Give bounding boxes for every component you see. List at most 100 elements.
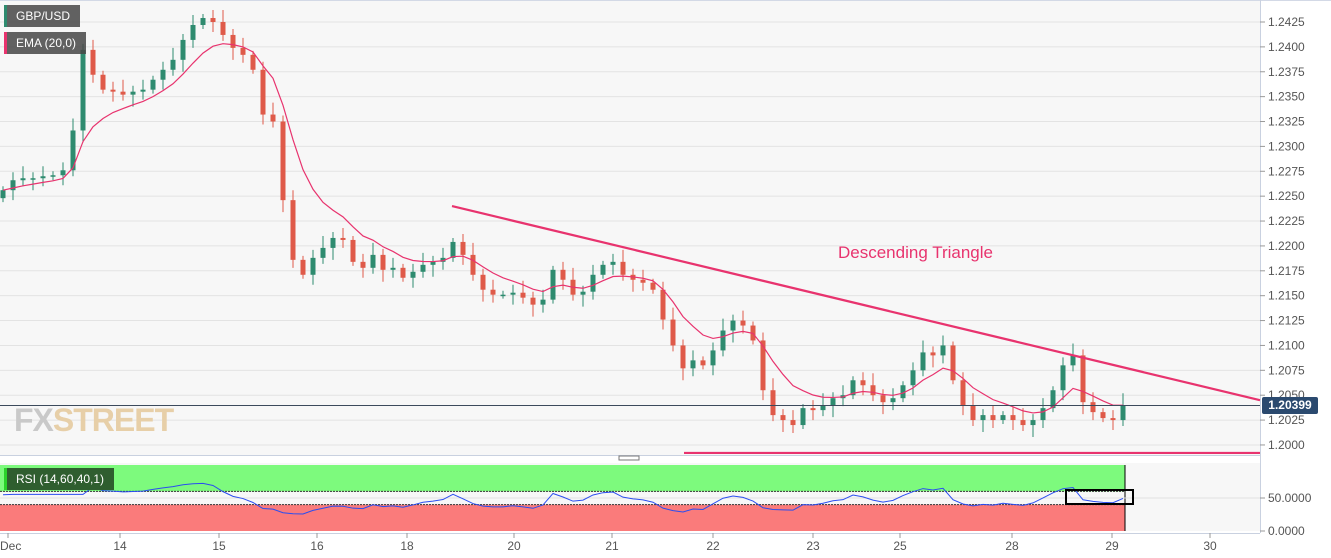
- rsi-line: [2, 482, 1124, 515]
- candle-body: [500, 294, 506, 297]
- candle-body: [480, 274, 486, 290]
- candle-body: [250, 54, 256, 70]
- candle-body: [1060, 365, 1066, 391]
- candle-body: [20, 178, 26, 181]
- rsi-tick-label: 50.0000: [1268, 491, 1312, 505]
- y-tick-label: 1.2150: [1268, 289, 1305, 303]
- candle-body: [360, 261, 366, 268]
- candle-body: [1000, 415, 1006, 421]
- x-tick-label: 15: [212, 539, 226, 553]
- candle-body: [130, 91, 136, 95]
- candle-body: [140, 89, 146, 92]
- candle-body: [540, 299, 546, 305]
- candle-body: [390, 267, 396, 270]
- candle-body: [150, 79, 156, 90]
- candle-body: [280, 121, 286, 201]
- candle-body: [340, 237, 346, 240]
- candle-body: [890, 398, 896, 403]
- candle-body: [470, 254, 476, 275]
- candle-body: [160, 69, 166, 80]
- candle-body: [1110, 418, 1116, 421]
- rsi-highlight-box: [1065, 489, 1134, 505]
- candle-body: [1080, 355, 1086, 403]
- candle-body: [170, 59, 176, 70]
- candle-body: [670, 319, 676, 346]
- candle-body: [190, 24, 196, 40]
- candle-body: [510, 292, 516, 295]
- ema-indicator-label[interactable]: EMA (20,0): [4, 32, 87, 54]
- candle-body: [660, 289, 666, 320]
- candle-body: [550, 269, 556, 300]
- candle-body: [1050, 390, 1056, 409]
- candle-body: [970, 405, 976, 421]
- candle-body: [600, 264, 606, 275]
- candle-body: [90, 49, 96, 75]
- rsi-indicator-label[interactable]: RSI (14,60,40,1): [4, 468, 115, 490]
- candle-body: [800, 408, 806, 426]
- y-tick-label: 1.2175: [1268, 264, 1305, 278]
- candle-body: [920, 352, 926, 371]
- candle-body: [120, 91, 126, 95]
- candle-body: [430, 261, 436, 265]
- candle-body: [60, 170, 66, 176]
- candle-body: [830, 398, 836, 406]
- candle-body: [770, 390, 776, 416]
- candle-body: [730, 320, 736, 331]
- candle-body: [350, 239, 356, 262]
- candle-body: [940, 345, 946, 356]
- candle-body: [210, 18, 216, 22]
- candle-body: [450, 241, 456, 258]
- candle-body: [290, 200, 296, 260]
- candle-body: [870, 385, 876, 396]
- candle-body: [880, 395, 886, 403]
- candle-body: [680, 345, 686, 369]
- candle-body: [10, 180, 16, 191]
- rsi-oversold-zone: [0, 504, 1125, 531]
- candle-body: [760, 340, 766, 391]
- x-tick-label: 22: [706, 539, 720, 553]
- panel-resize-handle[interactable]: [618, 455, 640, 461]
- current-price-label: 1.20399: [1262, 397, 1318, 414]
- y-tick-label: 1.2225: [1268, 214, 1305, 228]
- candle-body: [1100, 412, 1106, 419]
- symbol-label[interactable]: GBP/USD: [4, 5, 81, 27]
- candle-body: [460, 241, 466, 255]
- candle-body: [0, 190, 6, 199]
- candle-body: [790, 420, 796, 426]
- candle-body: [910, 370, 916, 386]
- candle-body: [640, 279, 646, 283]
- y-tick-label: 1.2350: [1268, 90, 1305, 104]
- candle-body: [320, 247, 326, 258]
- candle-body: [560, 269, 566, 280]
- y-tick-label: 1.2125: [1268, 314, 1305, 328]
- x-tick-label: 25: [893, 539, 907, 553]
- candle-body: [180, 39, 186, 60]
- candle-body: [220, 22, 226, 35]
- candle-body: [40, 176, 46, 179]
- y-tick-label: 1.2425: [1268, 15, 1305, 29]
- candle-body: [720, 330, 726, 351]
- candle-body: [980, 415, 986, 421]
- candle-body: [950, 345, 956, 381]
- candle-body: [810, 408, 816, 411]
- x-tick-label: 29: [1105, 539, 1119, 553]
- x-tick-label: 23: [806, 539, 820, 553]
- candle-body: [1040, 408, 1046, 421]
- pattern-annotation: Descending Triangle: [838, 243, 993, 262]
- y-tick-label: 1.2375: [1268, 65, 1305, 79]
- x-tick-label: 30: [1203, 539, 1217, 553]
- descending-trendline: [451, 205, 1261, 402]
- candle-body: [780, 415, 786, 421]
- y-tick-label: 1.2300: [1268, 139, 1305, 153]
- candle-body: [50, 175, 56, 177]
- y-tick-label: 1.2400: [1268, 40, 1305, 54]
- candle-body: [230, 34, 236, 48]
- y-tick-label: 1.2275: [1268, 164, 1305, 178]
- candle-body: [440, 257, 446, 262]
- candle-body: [1120, 405, 1126, 421]
- y-tick-label: 1.2250: [1268, 189, 1305, 203]
- x-tick-label: 18: [400, 539, 414, 553]
- x-tick-label: 21: [605, 539, 619, 553]
- candle-body: [300, 259, 306, 275]
